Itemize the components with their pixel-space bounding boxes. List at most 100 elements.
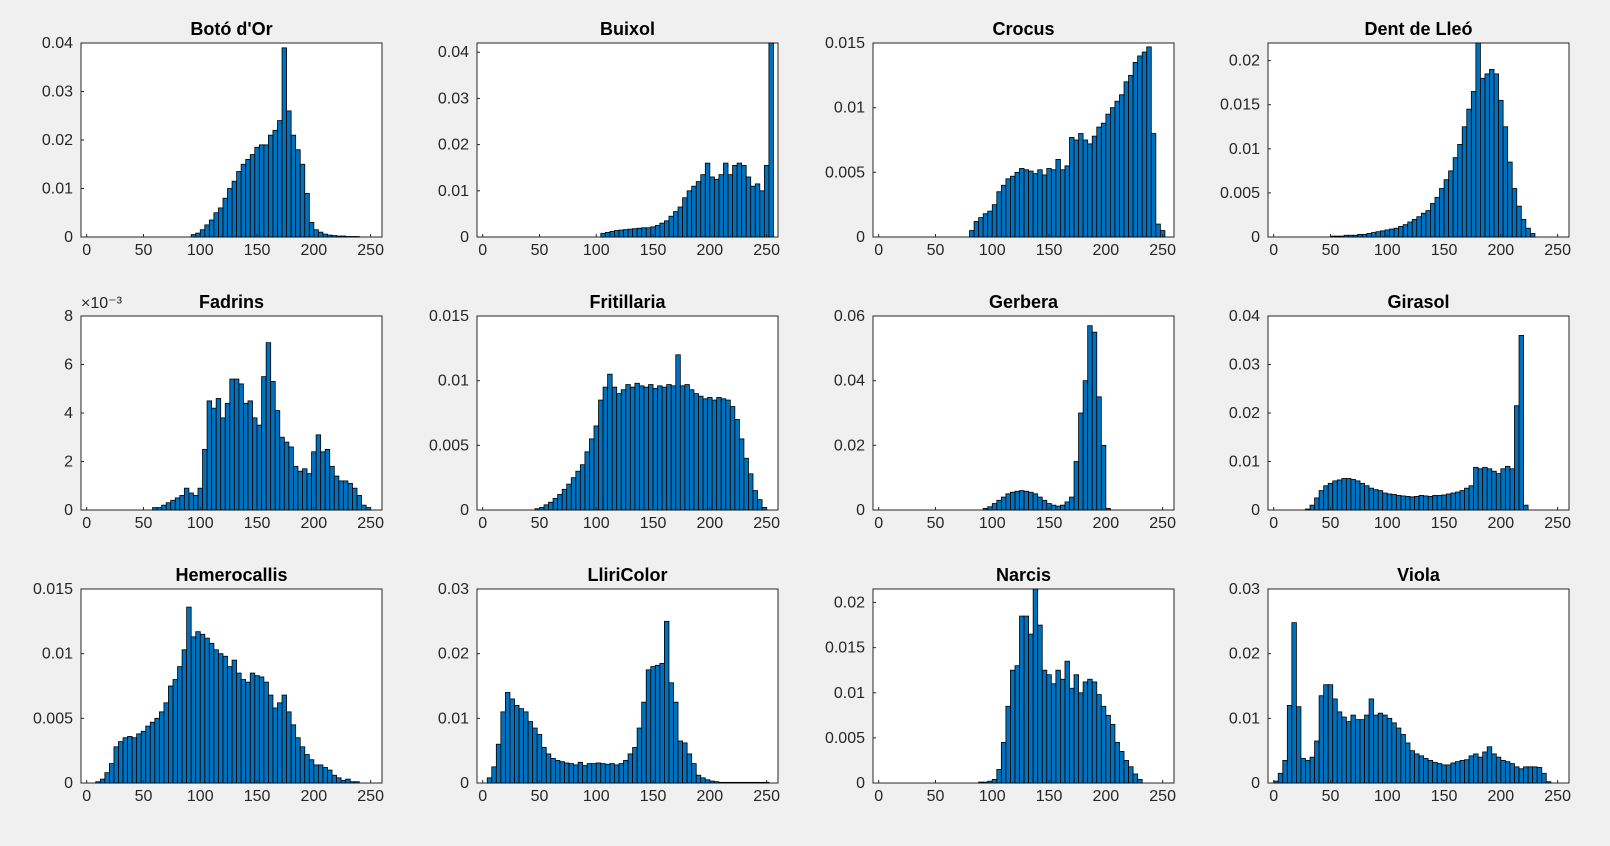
histogram-bar: [99, 778, 106, 784]
histogram-bar: [1473, 753, 1479, 784]
histogram-bar: [1373, 714, 1379, 784]
histogram-bar: [1468, 755, 1474, 784]
histogram-bar: [290, 134, 297, 238]
histogram-bar: [1155, 223, 1161, 238]
histogram-bar: [518, 708, 524, 784]
histogram-bar: [987, 210, 993, 238]
histogram-bar: [1345, 721, 1352, 784]
histogram-bar: [254, 675, 260, 784]
x-tick-label: 100: [1374, 242, 1401, 259]
histogram-bar: [691, 185, 697, 238]
histogram-bar: [327, 234, 333, 238]
histogram-bar: [1109, 107, 1116, 238]
histogram-bar: [1498, 99, 1504, 238]
histogram-bar: [1000, 741, 1007, 784]
histogram-bar: [1470, 91, 1477, 238]
histogram-bar: [356, 495, 362, 511]
histogram-bar: [313, 229, 319, 238]
histogram-bar: [1359, 719, 1365, 784]
histogram-bar: [1400, 734, 1406, 784]
histogram-bar: [170, 499, 176, 511]
chart-title: Dent de Lleó: [1364, 19, 1472, 39]
histogram-bar: [689, 389, 695, 511]
histogram-bar: [1000, 496, 1007, 511]
histogram-bar: [532, 727, 538, 784]
x-tick-label: 150: [244, 515, 271, 532]
histogram-bar: [240, 163, 247, 238]
histogram-bar: [1545, 781, 1552, 784]
x-tick-label: 50: [927, 242, 945, 259]
histogram-bar: [222, 197, 228, 238]
histogram-bar: [1427, 759, 1434, 784]
x-tick-label: 200: [1487, 788, 1514, 805]
histogram-bar: [104, 772, 110, 784]
histogram-bar: [645, 227, 652, 238]
histogram-bar: [1509, 468, 1515, 511]
histogram-bar: [240, 679, 247, 784]
histogram-bar: [1389, 228, 1395, 238]
y-tick-label: 0.01: [1229, 141, 1260, 158]
histogram-bar: [763, 165, 770, 238]
histogram-bar: [206, 400, 213, 511]
histogram-bar: [539, 507, 545, 511]
histogram-bar: [1019, 615, 1025, 784]
histogram-dent-de-lle-: 0 50 100 150 200 250 0 0.005 0.01 0.015 0.02 Dent d…: [1220, 19, 1571, 259]
x-tick-label: 200: [300, 515, 327, 532]
histogram-gerbera: 0 50 100 150 200 250 0 0.02 0.04 0.06 Gerbera: [834, 292, 1176, 532]
histogram-bar: [331, 774, 337, 784]
histogram-bar: [657, 385, 663, 511]
histogram-bar: [1314, 740, 1320, 784]
histogram-bar: [978, 217, 984, 238]
histogram-bar: [1398, 226, 1404, 238]
histogram-bar: [118, 741, 124, 784]
histogram-bar: [718, 174, 724, 238]
x-tick-label: 0: [874, 515, 883, 532]
histogram-bar: [1019, 168, 1025, 238]
histogram-bar: [1500, 468, 1506, 511]
histogram-bar: [978, 781, 984, 784]
histogram-bar: [1402, 224, 1409, 238]
histogram-bar: [641, 227, 647, 238]
histogram-bar: [648, 384, 654, 511]
histogram-bar: [695, 774, 702, 784]
histogram-bar: [1491, 470, 1497, 511]
histogram-bar: [561, 488, 568, 511]
histogram-bar: [1355, 480, 1361, 511]
histogram-bar: [566, 483, 572, 511]
histogram-bar: [1368, 698, 1375, 784]
chart-title: Gerbera: [989, 292, 1059, 312]
histogram-bar: [987, 780, 993, 784]
histogram-bar: [1005, 178, 1011, 238]
histogram-bar: [1361, 233, 1368, 238]
histogram-bar: [311, 451, 317, 511]
histogram-bar: [754, 183, 761, 238]
histogram-bar: [614, 764, 620, 784]
chart-title: Viola: [1397, 565, 1441, 585]
histogram-bar: [652, 388, 659, 511]
chart-title: Narcis: [996, 565, 1051, 585]
histogram-bar: [750, 781, 756, 784]
histogram-bar: [245, 681, 251, 784]
histogram-bar: [1425, 210, 1431, 238]
histogram-bar: [254, 146, 260, 238]
histogram-bar: [486, 777, 493, 784]
x-tick-label: 200: [696, 242, 723, 259]
histogram-bar: [213, 212, 219, 238]
histogram-bar: [707, 397, 713, 511]
histogram-bar: [1041, 174, 1048, 238]
histogram-bar: [252, 417, 258, 511]
y-tick-label: 0.01: [834, 100, 865, 117]
histogram-bar: [327, 769, 333, 784]
histogram-bar: [564, 762, 570, 784]
histogram-bar: [1069, 137, 1075, 238]
histogram-bar: [673, 211, 679, 238]
histogram-bar: [491, 766, 497, 784]
histogram-bar: [274, 410, 281, 511]
histogram-bar: [552, 497, 559, 511]
histogram-bar: [286, 711, 292, 784]
histogram-bar: [1386, 717, 1393, 784]
histogram-bar: [245, 159, 251, 238]
histogram-bar: [202, 448, 208, 511]
histogram-bar: [634, 382, 640, 511]
histogram-bar: [668, 215, 674, 238]
